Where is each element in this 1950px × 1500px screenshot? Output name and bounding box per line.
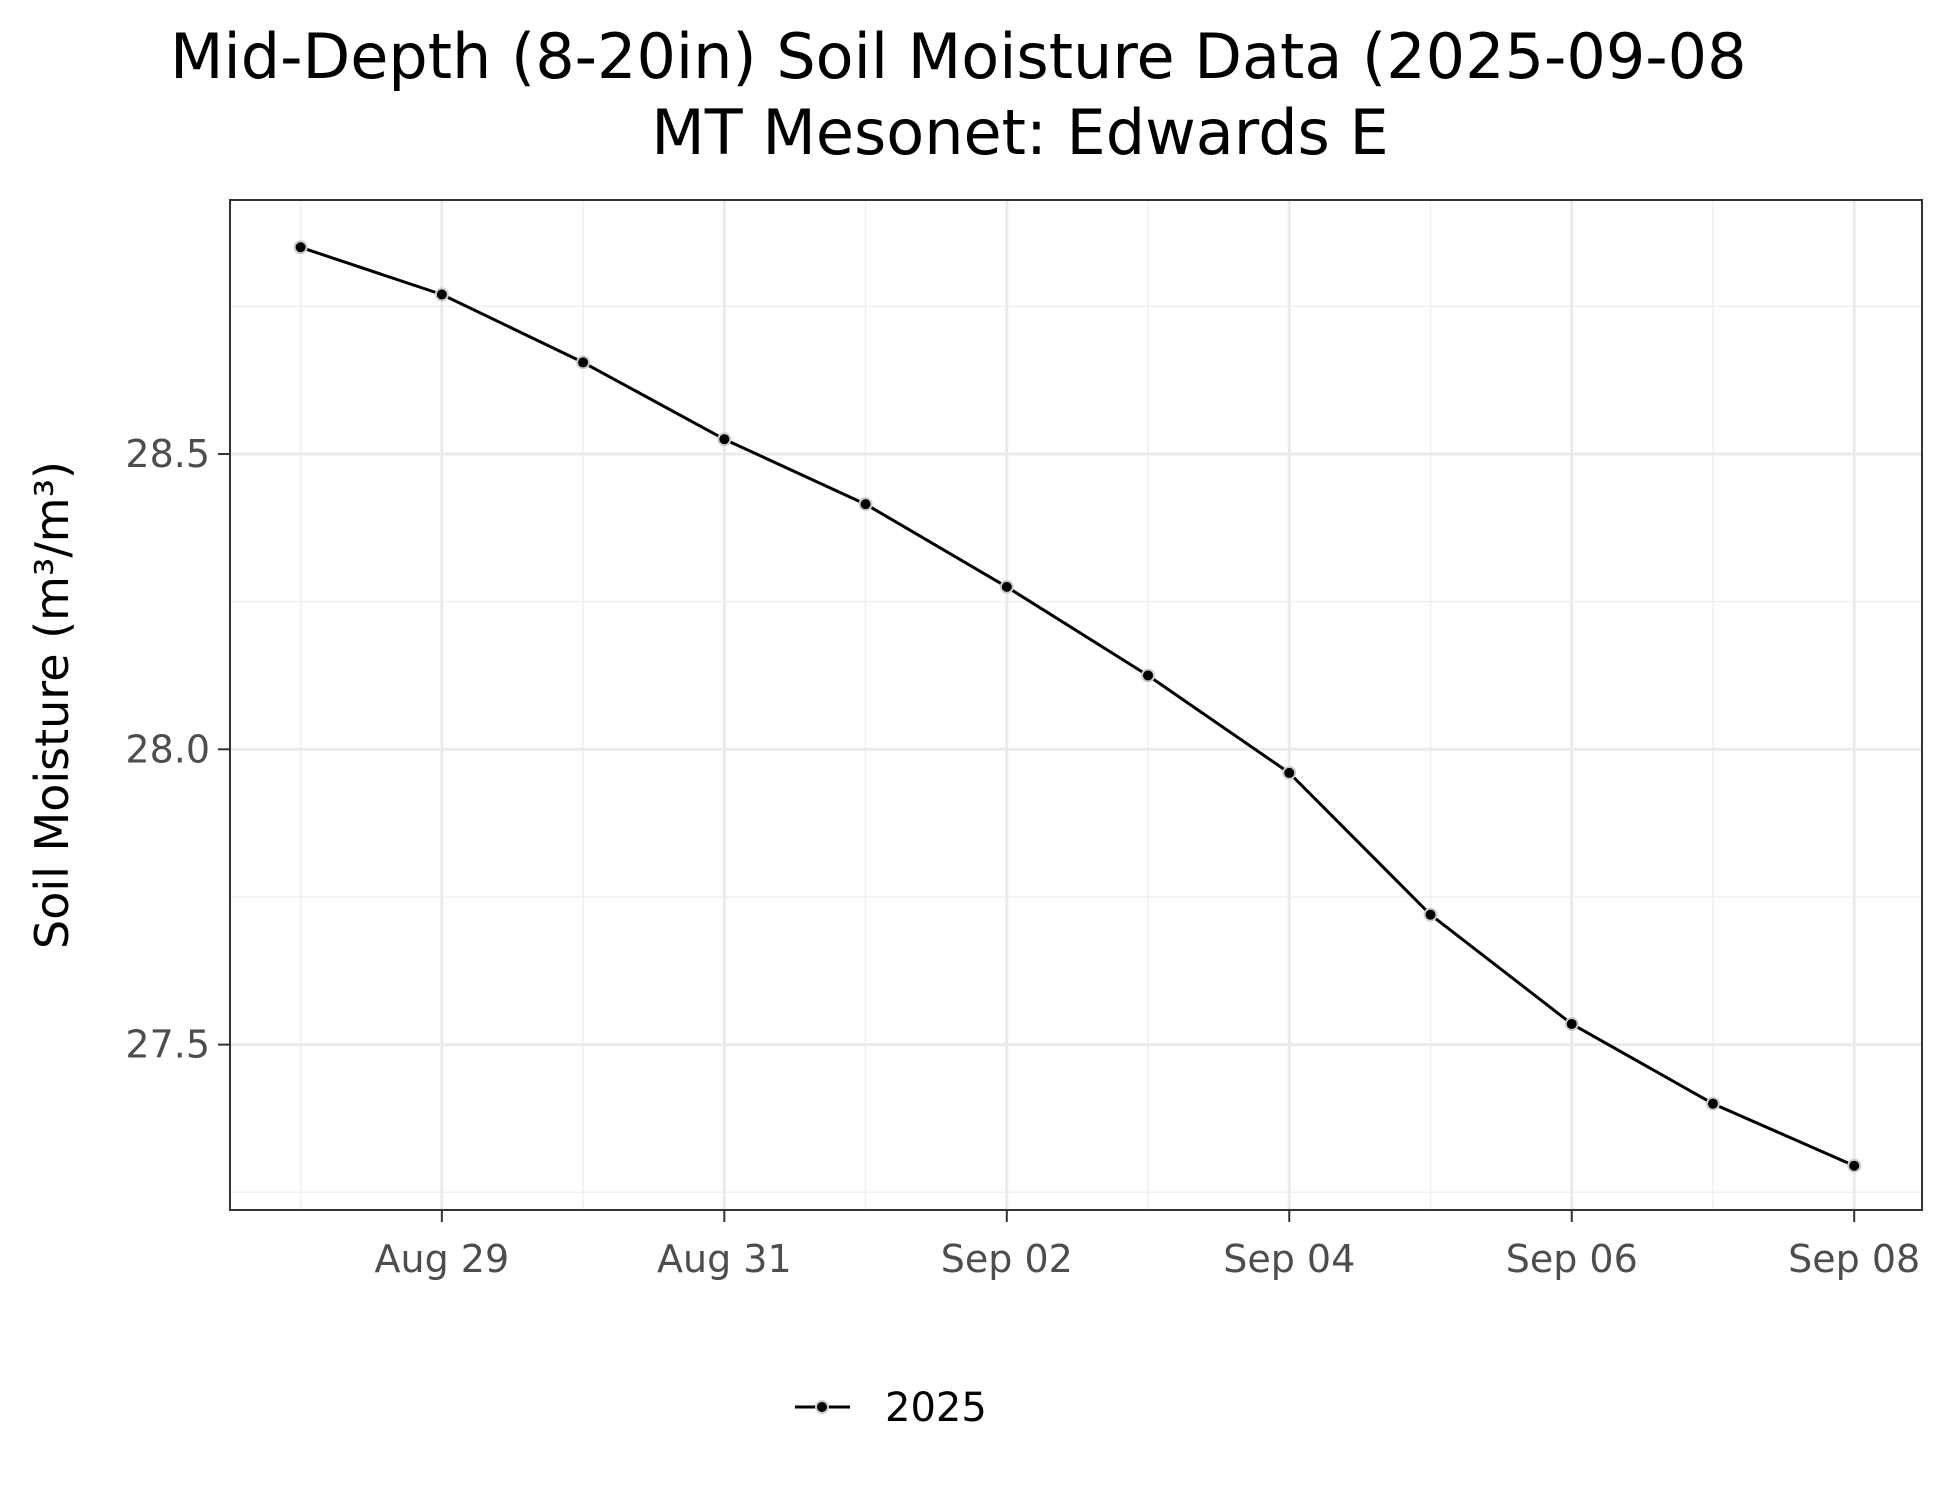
data-point (717, 432, 732, 447)
chart-subtitle: MT Mesonet: Edwards E (651, 96, 1388, 169)
legend-label: 2025 (885, 1385, 987, 1431)
grid-major (230, 200, 1922, 1210)
data-point (1705, 1096, 1720, 1111)
data-point (434, 287, 449, 302)
y-axis: 27.5 28.0 28.5 (125, 432, 230, 1067)
y-axis-title: Soil Moisture (m³/m³) (25, 461, 79, 949)
data-point (1282, 765, 1297, 780)
plot-panel-background (230, 200, 1922, 1210)
series-line (300, 245, 1855, 1168)
grid-minor (230, 200, 1922, 1210)
data-point (1423, 907, 1438, 922)
x-tick-label: Sep 06 (1506, 1237, 1638, 1281)
x-tick-label: Sep 04 (1223, 1237, 1355, 1281)
x-tick-label: Sep 02 (941, 1237, 1073, 1281)
plot-panel-border (229, 199, 1923, 1211)
data-point (858, 497, 873, 512)
legend-point-key (815, 1400, 829, 1414)
data-point (1564, 1016, 1579, 1031)
y-tick-label: 28.0 (125, 727, 210, 771)
chart-title: Mid-Depth (8-20in) Soil Moisture Data (2… (170, 20, 1747, 93)
x-tick-label: Aug 29 (375, 1237, 510, 1281)
x-tick-label: Aug 31 (657, 1237, 792, 1281)
legend: 2025 (795, 1385, 987, 1431)
data-point (999, 579, 1014, 594)
x-axis: Aug 29 Aug 31 Sep 02 Sep 04 Sep 06 Sep 08 (375, 1210, 1920, 1281)
series-layer (293, 240, 1862, 1173)
data-point (293, 240, 308, 255)
y-tick-label: 28.5 (125, 432, 210, 476)
y-tick-label: 27.5 (125, 1023, 210, 1067)
data-point (1847, 1158, 1862, 1173)
data-point (1141, 668, 1156, 683)
data-point (576, 355, 591, 370)
x-tick-label: Sep 08 (1788, 1237, 1920, 1281)
